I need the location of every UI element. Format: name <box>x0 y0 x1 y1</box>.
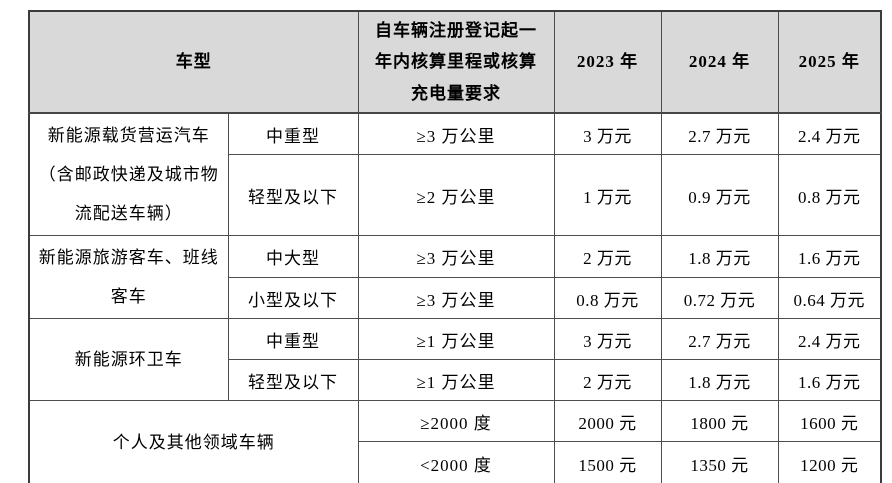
value-2023-cell: 2 万元 <box>553 235 662 278</box>
requirement-cell: ≥2000 度 <box>357 400 555 443</box>
header-vehicle-type: 车型 <box>28 10 359 114</box>
table-row: 个人及其他领域车辆 ≥2000 度 2000 元 1800 元 1600 元 <box>28 400 882 483</box>
requirement-cell: ≥1 万公里 <box>357 318 555 361</box>
value-2024-cell: 2.7 万元 <box>660 112 779 156</box>
value-2025-cell: 0.64 万元 <box>777 276 882 320</box>
value-2025-cell: 1600 元 <box>777 400 882 443</box>
header-year-2023: 2023 年 <box>553 10 662 114</box>
table-row: 轻型及以下 ≥2 万公里 1 万元 0.9 万元 0.8 万元 <box>29 154 882 237</box>
requirement-cell: ≥3 万公里 <box>357 112 555 156</box>
value-2024-cell: 1.8 万元 <box>660 359 779 402</box>
table-row: 新能源旅游客车、班线客车 中大型 ≥3 万公里 2 万元 1.8 万元 1.6 … <box>28 235 882 320</box>
subtype-cell: 中大型 <box>227 235 359 278</box>
header-year-2025: 2025 年 <box>777 10 882 114</box>
value-2024-cell: 2.7 万元 <box>660 318 779 361</box>
subtype-cell: 中重型 <box>227 318 359 361</box>
value-2025-cell: 1.6 万元 <box>777 235 882 278</box>
value-2023-cell: 3 万元 <box>553 318 662 361</box>
value-2025-cell: 1.6 万元 <box>777 359 882 402</box>
value-2025-cell: 0.8 万元 <box>777 154 882 237</box>
requirement-cell: ≥3 万公里 <box>357 276 555 320</box>
value-2023-cell: 3 万元 <box>553 112 662 156</box>
header-row: 车型 自车辆注册登记起一年内核算里程或核算充电量要求 2023 年 2024 年… <box>28 10 882 114</box>
requirement-cell: ≥3 万公里 <box>357 235 555 278</box>
value-2025-cell: 2.4 万元 <box>777 318 882 361</box>
table-row: 新能源载货营运汽车（含邮政快递及城市物流配送车辆） 中重型 ≥3 万公里 3 万… <box>28 112 882 237</box>
subtype-cell: 轻型及以下 <box>227 359 359 402</box>
value-2025-cell: 2.4 万元 <box>777 112 882 156</box>
value-2023-cell: 0.8 万元 <box>553 276 662 320</box>
group-name-personal: 个人及其他领域车辆 <box>28 400 359 483</box>
header-year-2024: 2024 年 <box>660 10 779 114</box>
group-name-sanitation: 新能源环卫车 <box>28 318 229 402</box>
requirement-cell: ≥2 万公里 <box>357 154 555 237</box>
value-2025-cell: 1200 元 <box>777 441 882 483</box>
subtype-cell: 轻型及以下 <box>227 154 359 237</box>
value-2024-cell: 1350 元 <box>660 441 779 483</box>
table-row: <2000 度 1500 元 1350 元 1200 元 <box>29 441 882 483</box>
subtype-cell: 中重型 <box>227 112 359 156</box>
table-row: 小型及以下 ≥3 万公里 0.8 万元 0.72 万元 0.64 万元 <box>29 276 882 320</box>
requirement-cell: ≥1 万公里 <box>357 359 555 402</box>
value-2023-cell: 1500 元 <box>553 441 662 483</box>
value-2024-cell: 0.72 万元 <box>660 276 779 320</box>
value-2024-cell: 1800 元 <box>660 400 779 443</box>
subsidy-table: 车型 自车辆注册登记起一年内核算里程或核算充电量要求 2023 年 2024 年… <box>28 10 882 483</box>
value-2023-cell: 2 万元 <box>553 359 662 402</box>
value-2023-cell: 1 万元 <box>553 154 662 237</box>
group-name-freight: 新能源载货营运汽车（含邮政快递及城市物流配送车辆） <box>28 112 229 237</box>
table-row: 新能源环卫车 中重型 ≥1 万公里 3 万元 2.7 万元 2.4 万元 <box>28 318 882 402</box>
value-2023-cell: 2000 元 <box>553 400 662 443</box>
header-requirement: 自车辆注册登记起一年内核算里程或核算充电量要求 <box>357 10 555 114</box>
table-row: 轻型及以下 ≥1 万公里 2 万元 1.8 万元 1.6 万元 <box>29 359 882 402</box>
requirement-cell: <2000 度 <box>357 441 555 483</box>
subtype-cell: 小型及以下 <box>227 276 359 320</box>
value-2024-cell: 1.8 万元 <box>660 235 779 278</box>
value-2024-cell: 0.9 万元 <box>660 154 779 237</box>
group-name-bus: 新能源旅游客车、班线客车 <box>28 235 229 320</box>
